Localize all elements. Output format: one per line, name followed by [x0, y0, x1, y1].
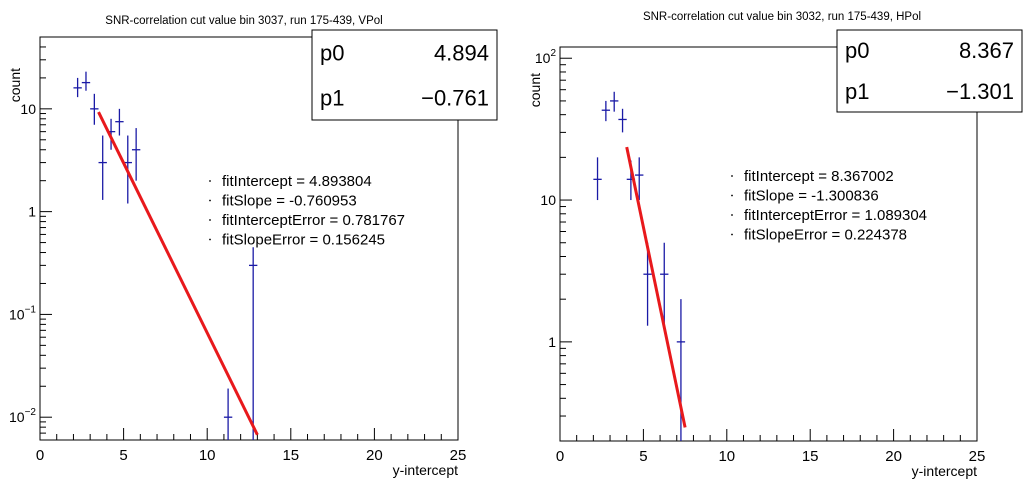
fit-text-line: fitSlopeError = 0.156245: [222, 232, 385, 249]
data-point: [643, 242, 652, 326]
text-marker: [209, 219, 211, 221]
y-tick-label: 10: [20, 101, 36, 117]
fit-line: [625, 146, 687, 428]
stats-value: −1.301: [946, 79, 1014, 104]
y-tick-label: 102: [535, 48, 557, 66]
stats-label: p0: [845, 38, 869, 63]
stats-label: p0: [320, 41, 344, 66]
y-axis-label: count: [7, 68, 23, 102]
x-axis-label: y-intercept: [912, 463, 977, 479]
data-point: [90, 93, 99, 125]
fit-line: [97, 111, 259, 436]
chart-vpol: SNR-correlation cut value bin 3037, run …: [7, 15, 498, 478]
data-point: [131, 128, 141, 181]
plot-frame: [39, 36, 459, 441]
data-point: [593, 157, 602, 201]
stats-label: p1: [320, 86, 344, 111]
chart-hpol: SNR-correlation cut value bin 3032, run …: [527, 11, 1023, 479]
fit-text-line: fitSlopeError = 0.224378: [744, 227, 907, 244]
text-marker: [731, 194, 733, 197]
stats-box: [836, 29, 1023, 113]
chart-title: SNR-correlation cut value bin 3032, run …: [643, 11, 921, 23]
data-point: [73, 77, 82, 98]
text-marker: [209, 238, 211, 241]
data-point: [610, 91, 619, 112]
data-point: [660, 242, 669, 326]
stats-value: 8.367: [959, 38, 1014, 63]
data-point: [98, 135, 107, 200]
text-marker: [731, 175, 733, 177]
x-tick-label: 15: [802, 448, 819, 465]
y-tick-label: 10−2: [9, 407, 36, 425]
chart-panel-hpol: SNR-correlation cut value bin 3032, run …: [517, 0, 1034, 491]
x-tick-label: 10: [718, 448, 735, 465]
stats-value: −0.761: [421, 86, 489, 111]
text-marker: [209, 180, 211, 182]
fit-text-line: fitSlope = -0.760953: [222, 193, 357, 210]
stats-label: p1: [845, 79, 869, 104]
text-marker: [731, 233, 733, 236]
x-tick-label: 25: [969, 448, 986, 465]
data-point: [635, 157, 644, 201]
y-axis-label: count: [527, 73, 543, 107]
data-point: [676, 299, 686, 441]
fit-text-line: fitInterceptError = 0.781767: [222, 212, 405, 229]
x-tick-label: 20: [885, 448, 902, 465]
x-tick-label: 20: [366, 447, 383, 464]
chart-panel-vpol: SNR-correlation cut value bin 3037, run …: [7, 15, 498, 478]
plot-frame: [559, 46, 978, 442]
y-tick-label: 10: [540, 192, 556, 208]
data-point: [115, 108, 124, 136]
fit-text-line: fitIntercept = 8.367002: [744, 168, 894, 185]
y-tick-label: 1: [28, 204, 36, 220]
text-marker: [731, 214, 733, 216]
chart-title: SNR-correlation cut value bin 3037, run …: [105, 15, 382, 27]
fit-text-line: fitIntercept = 4.893804: [222, 173, 372, 190]
data-point: [81, 71, 91, 91]
x-tick-label: 25: [450, 447, 467, 464]
x-tick-label: 15: [282, 447, 299, 464]
data-point: [223, 388, 233, 440]
y-tick-label: 1: [548, 334, 556, 350]
data-point: [601, 100, 611, 122]
x-tick-label: 0: [556, 448, 564, 465]
fit-text-line: fitInterceptError = 1.089304: [744, 207, 927, 224]
x-tick-label: 5: [639, 448, 647, 465]
data-point: [618, 108, 627, 133]
stats-box: [311, 29, 498, 121]
x-tick-label: 10: [199, 447, 216, 464]
x-axis-label: y-intercept: [393, 462, 458, 478]
text-marker: [209, 199, 211, 202]
data-point: [249, 247, 258, 440]
stats-value: 4.894: [434, 41, 489, 66]
x-tick-label: 0: [36, 447, 44, 464]
y-tick-label: 10−1: [9, 304, 36, 322]
fit-text-line: fitSlope = -1.300836: [744, 188, 879, 205]
x-tick-label: 5: [119, 447, 127, 464]
